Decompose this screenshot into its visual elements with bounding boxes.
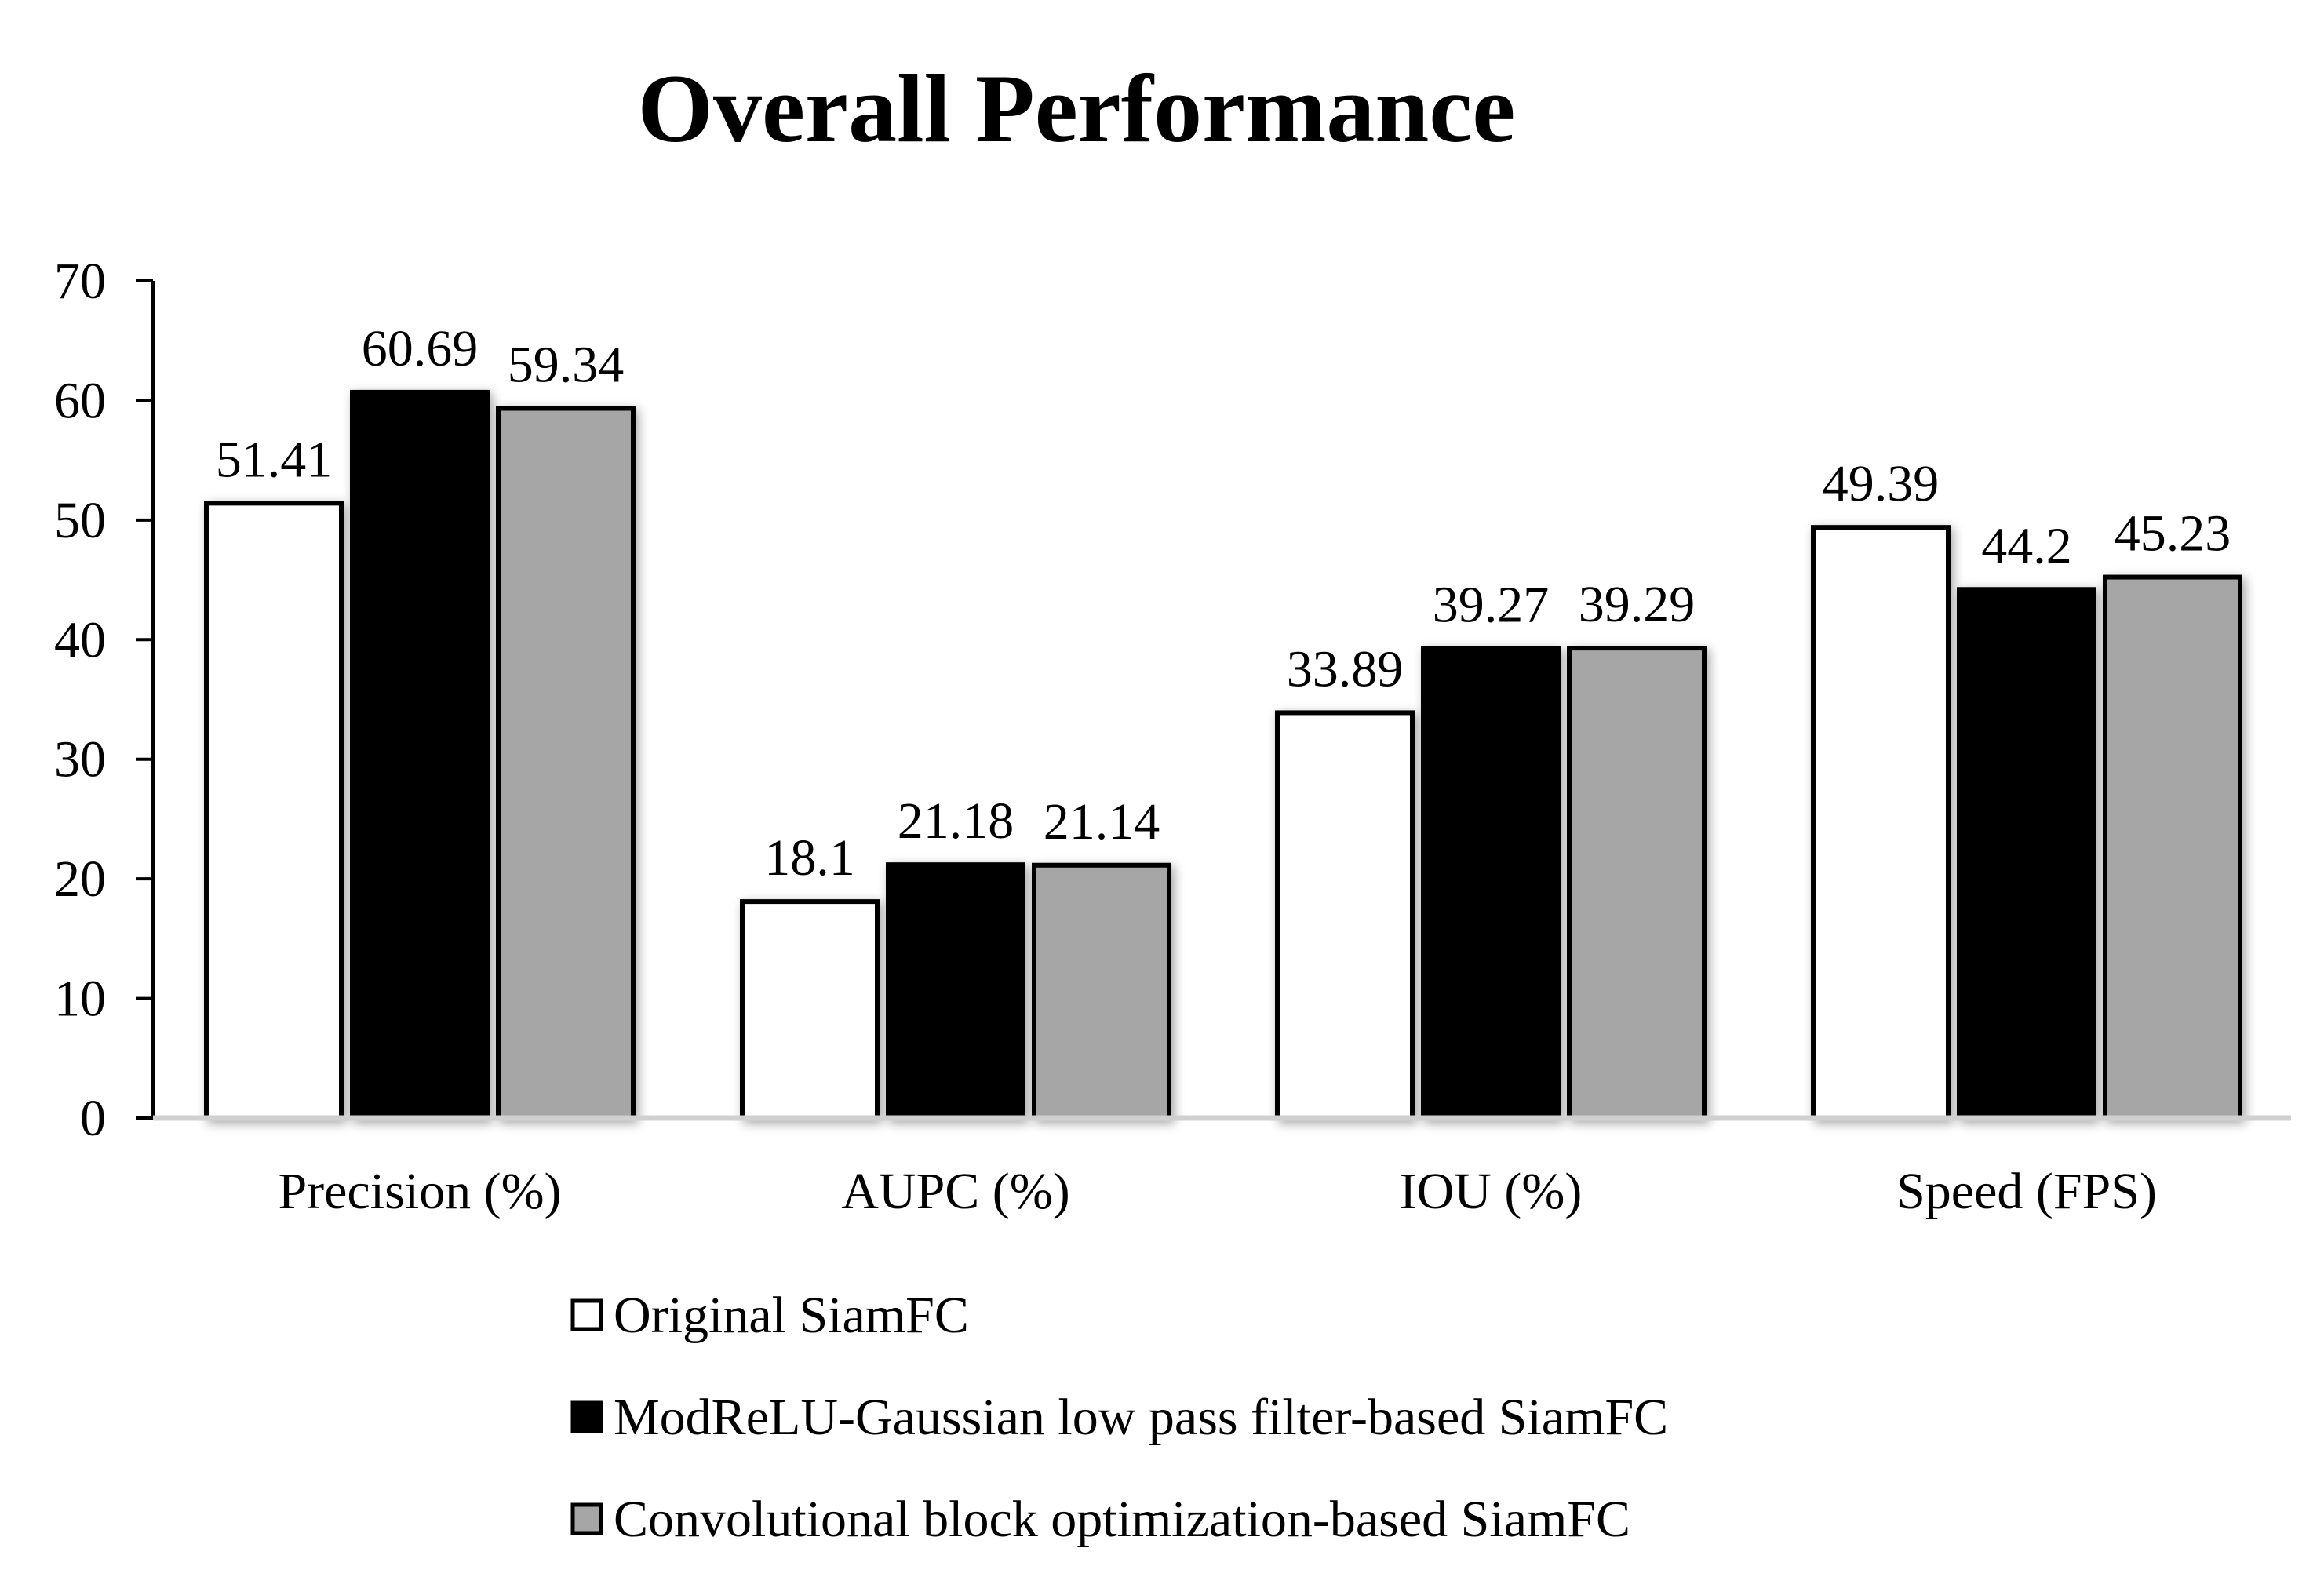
- y-tick-label: 70: [54, 253, 106, 310]
- y-tick-label: 30: [54, 731, 106, 789]
- data-label: 39.27: [1433, 576, 1550, 633]
- bar-3: [496, 406, 636, 1120]
- data-label: 21.14: [1044, 793, 1160, 850]
- y-tick-label: 40: [54, 611, 106, 668]
- x-category-label: Speed (FPS): [1896, 1163, 2157, 1220]
- bar-3: [1032, 862, 1171, 1120]
- data-label: 51.41: [216, 431, 333, 488]
- legend-swatch-3: [570, 1502, 603, 1535]
- x-category-label: IOU (%): [1400, 1163, 1583, 1220]
- bar-1: [204, 501, 344, 1120]
- y-tick-label: 10: [54, 971, 106, 1028]
- x-category-label: AUPC (%): [841, 1163, 1070, 1220]
- legend-label-2: ModReLU-Gaussian low pass filter-based S…: [614, 1389, 1668, 1446]
- bar-2: [1957, 587, 2096, 1120]
- y-tick-label: 20: [54, 850, 106, 908]
- legend-label-3: Convolutional block optimization-based S…: [614, 1491, 1630, 1548]
- bar-2: [886, 862, 1025, 1120]
- bar-2: [1421, 646, 1561, 1120]
- data-label: 33.89: [1287, 640, 1404, 697]
- data-label: 18.1: [764, 829, 855, 887]
- legend-label-1: Original SiamFC: [614, 1287, 969, 1344]
- data-label: 59.34: [508, 336, 625, 393]
- data-label: 44.2: [1981, 517, 2072, 574]
- legend-swatch-1: [570, 1298, 603, 1331]
- y-tick-label: 60: [54, 372, 106, 429]
- data-label: 39.29: [1579, 576, 1696, 633]
- plot-area: 0 10 20 30 40 50 60 70 51.41 60.69 59.34 Precision …: [54, 253, 2291, 1220]
- bar-2: [350, 389, 490, 1120]
- legend-swatch-2: [570, 1400, 603, 1433]
- data-label: 49.39: [1823, 455, 1940, 512]
- legend: Original SiamFC ModReLU-Gaussian low pass…: [570, 1287, 1668, 1548]
- bar-1: [1275, 710, 1415, 1120]
- chart-title: Overall Performance: [638, 55, 1516, 162]
- y-tick-label: 0: [80, 1090, 106, 1147]
- data-label: 21.18: [898, 792, 1014, 850]
- bar-1: [1811, 525, 1951, 1120]
- bar-1: [740, 899, 880, 1120]
- bar-3: [1567, 646, 1707, 1120]
- data-label: 60.69: [362, 320, 479, 377]
- y-tick-label: 50: [54, 492, 106, 549]
- data-label: 45.23: [2115, 505, 2231, 563]
- x-category-label: Precision (%): [278, 1163, 561, 1220]
- bar-3: [2103, 574, 2242, 1120]
